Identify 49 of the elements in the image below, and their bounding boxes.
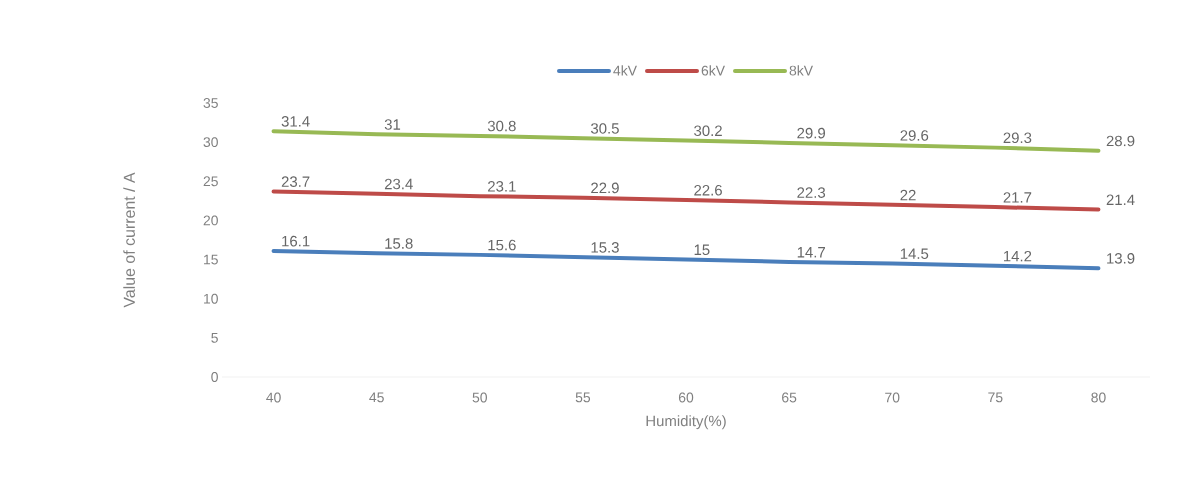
data-label: 29.3 — [1003, 132, 1032, 144]
data-label: 29.6 — [900, 130, 929, 141]
y-tick-label: 20 — [203, 215, 218, 226]
data-label: 30.8 — [487, 120, 516, 132]
data-label: 22.9 — [591, 182, 619, 194]
data-label: 23.7 — [281, 176, 310, 187]
y-tick-label: 10 — [204, 293, 218, 304]
y-tick-label: 30 — [203, 137, 218, 148]
data-label: 21.4 — [1106, 194, 1135, 205]
data-label: 22.3 — [797, 187, 826, 198]
x-tick-label: 80 — [1091, 392, 1106, 403]
y-tick-label: 0 — [211, 372, 218, 382]
x-tick-label: 65 — [782, 392, 797, 403]
y-tick-label: 5 — [211, 332, 218, 343]
x-tick-label: 40 — [266, 392, 281, 403]
data-label: 15.8 — [385, 238, 413, 249]
x-tick-label: 55 — [575, 392, 591, 403]
data-label: 14.7 — [797, 247, 825, 258]
data-label: 14.5 — [900, 248, 929, 259]
x-tick-label: 60 — [678, 392, 694, 403]
legend-label: 8kV — [789, 65, 813, 76]
x-axis-title: Humidity(%) — [646, 415, 726, 430]
data-label: 31.4 — [281, 116, 310, 127]
data-label: 16.1 — [282, 235, 310, 247]
x-tick-label: 45 — [369, 392, 384, 403]
legend-label: 6kV — [701, 65, 725, 76]
data-label: 14.2 — [1004, 250, 1032, 262]
data-label: 23.1 — [488, 181, 516, 192]
x-tick-label: 70 — [885, 392, 900, 403]
data-label: 29.9 — [797, 127, 825, 139]
data-label: 28.9 — [1106, 135, 1135, 147]
data-label: 15.6 — [488, 239, 516, 251]
data-label: 15.3 — [591, 242, 619, 253]
y-tick-label: 25 — [203, 176, 218, 187]
x-tick-label: 75 — [988, 392, 1003, 403]
x-tick-label: 50 — [472, 392, 487, 403]
data-label: 15 — [694, 244, 710, 256]
y-tick-label: 15 — [204, 254, 218, 265]
data-label: 31 — [384, 119, 401, 130]
y-axis-title: Value of current / A — [123, 172, 135, 308]
data-label: 21.7 — [1003, 192, 1032, 203]
data-label: 22 — [900, 189, 916, 201]
data-label: 30.2 — [694, 125, 722, 137]
y-tick-label: 35 — [203, 98, 218, 108]
data-label: 30.5 — [590, 123, 619, 134]
data-label: 23.4 — [384, 178, 413, 190]
legend-label: 4kV — [613, 65, 637, 76]
data-label: 22.6 — [694, 184, 722, 196]
data-label: 13.9 — [1107, 253, 1135, 264]
